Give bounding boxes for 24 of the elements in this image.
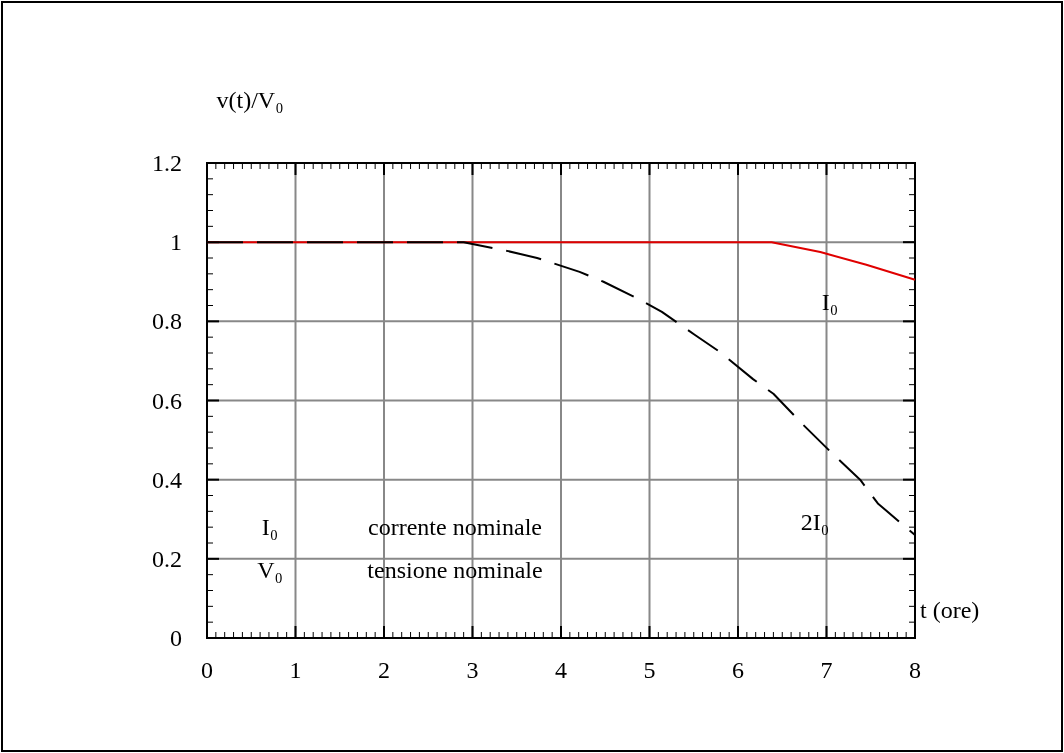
x-tick-label: 1 [289,657,302,683]
annotation: V₀ [257,557,283,583]
y-tick-label: 1.2 [152,150,182,176]
y-tick-label: 0.4 [152,466,182,493]
x-tick-label: 0 [201,657,213,683]
y-tick-label: 1 [170,229,182,256]
series-label: I₀ [821,288,839,315]
x-axis-title: t (ore) [920,597,980,623]
x-tick-label: 4 [555,657,567,683]
annotation: tensione nominale [367,557,543,583]
x-tick-label: 8 [909,657,921,683]
x-tick-label: 3 [466,657,479,683]
y-tick-label: 0.6 [152,387,182,414]
series-label: 2I₀ [800,509,830,536]
x-tick-label: 5 [643,657,656,683]
annotation: I₀ [261,514,279,540]
y-tick-label: 0 [170,625,182,651]
annotation: corrente nominale [368,514,542,540]
y-tick-label: 0.2 [152,545,182,572]
x-tick-label: 6 [732,657,744,683]
x-tick-label: 2 [378,657,390,683]
x-tick-label: 7 [820,657,833,683]
y-tick-label: 0.8 [152,308,182,335]
y-axis-title: v(t)/V₀ [216,87,284,113]
